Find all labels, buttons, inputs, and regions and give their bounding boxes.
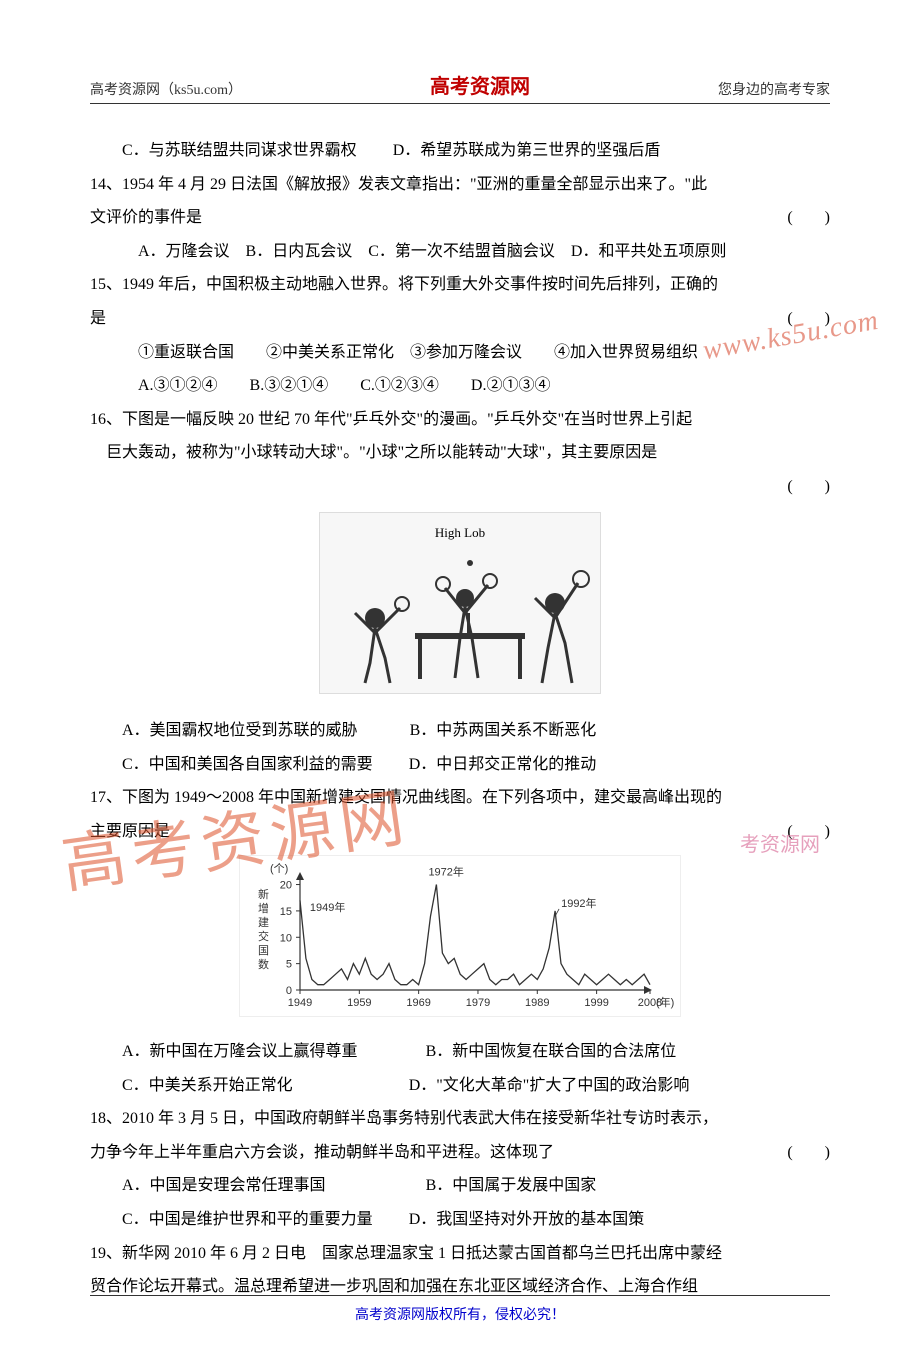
cartoon-svg-icon xyxy=(320,543,600,693)
header-center-logo: 高考资源网 xyxy=(242,70,718,99)
q17-stem-a: 17、下图为 1949～2008 年中国新增建交国情况曲线图。在下列各项中，建交… xyxy=(90,781,830,815)
svg-text:1979: 1979 xyxy=(466,997,490,1009)
q15-stem-b-row: 是 ( ) xyxy=(90,302,830,336)
q17-cd-row: C．中美关系开始正常化 D．"文化大革命"扩大了中国的政治影响 xyxy=(90,1069,830,1103)
q14-opts: A．万隆会议 B．日内瓦会议 C．第一次不结盟首脑会议 D．和平共处五项原则 xyxy=(90,235,830,269)
q15-opts: A.③①②④ B.③②①④ C.①②③④ D.②①③④ xyxy=(90,369,830,403)
svg-text:交: 交 xyxy=(258,929,269,943)
q18-paren: ( ) xyxy=(787,1136,830,1170)
q18-b: B．中国属于发展中国家 xyxy=(426,1177,597,1194)
svg-text:0: 0 xyxy=(286,985,292,997)
q18-stem-b: 力争今年上半年重启六方会谈，推动朝鲜半岛和平进程。这体现了 xyxy=(90,1136,554,1170)
q16-a: A．美国霸权地位受到苏联的威胁 xyxy=(122,722,358,739)
q18-a: A．中国是安理会常任理事国 xyxy=(122,1177,326,1194)
svg-text:新: 新 xyxy=(258,887,269,901)
svg-text:1992年: 1992年 xyxy=(561,895,596,909)
svg-text:15: 15 xyxy=(280,905,292,917)
header-right: 您身边的高考专家 xyxy=(718,79,830,99)
q16-cd-row: C．中国和美国各自国家利益的需要 D．中日邦交正常化的推动 xyxy=(90,748,830,782)
svg-text:1949年: 1949年 xyxy=(310,899,345,913)
q16-paren-row: ( ) xyxy=(90,470,830,504)
svg-text:1989: 1989 xyxy=(525,997,549,1009)
q18-cd-row: C．中国是维护世界和平的重要力量 D．我国坚持对外开放的基本国策 xyxy=(90,1203,830,1237)
svg-text:20: 20 xyxy=(280,879,292,891)
q17-c: C．中美关系开始正常化 xyxy=(122,1077,293,1094)
q16-cartoon-wrap: High Lob xyxy=(90,512,830,707)
document-body: C．与苏联结盟共同谋求世界霸权 D．希望苏联成为第三世界的坚强后盾 14、195… xyxy=(90,134,830,1304)
q17-ab-row: A．新中国在万隆会议上赢得尊重 B．新中国恢复在联合国的合法席位 xyxy=(90,1035,830,1069)
q19-stem-a: 19、新华网 2010 年 6 月 2 日电 国家总理温家宝 1 日抵达蒙古国首… xyxy=(90,1237,830,1271)
svg-text:建: 建 xyxy=(258,915,269,929)
q18-stem-b-row: 力争今年上半年重启六方会谈，推动朝鲜半岛和平进程。这体现了 ( ) xyxy=(90,1136,830,1170)
q15-items: ①重返联合国 ②中美关系正常化 ③参加万隆会议 ④加入世界贸易组织 xyxy=(90,336,830,370)
q16-stem-a: 16、下图是一幅反映 20 世纪 70 年代"乒乓外交"的漫画。"乒乓外交"在当… xyxy=(90,403,830,437)
svg-text:5: 5 xyxy=(286,958,292,970)
svg-text:1949: 1949 xyxy=(288,997,312,1009)
q16-stem-b: 巨大轰动，被称为"小球转动大球"。"小球"之所以能转动"大球"，其主要原因是 xyxy=(90,436,830,470)
q14-stem-b-row: 文评价的事件是 ( ) xyxy=(90,201,830,235)
svg-text:10: 10 xyxy=(280,932,292,944)
q13-opt-cd: C．与苏联结盟共同谋求世界霸权 D．希望苏联成为第三世界的坚强后盾 xyxy=(90,134,830,168)
q18-stem-a: 18、2010 年 3 月 5 日，中国政府朝鲜半岛事务特别代表武大伟在接受新华… xyxy=(90,1102,830,1136)
header-left: 高考资源网（ks5u.com） xyxy=(90,79,242,99)
svg-text:增: 增 xyxy=(258,901,269,915)
q16-ab-row: A．美国霸权地位受到苏联的威胁 B．中苏两国关系不断恶化 xyxy=(90,714,830,748)
page-footer: 高考资源网版权所有，侵权必究！ xyxy=(90,1295,830,1324)
svg-text:1969: 1969 xyxy=(406,997,430,1009)
q17-b: B．新中国恢复在联合国的合法席位 xyxy=(426,1043,677,1060)
q13-d: D．希望苏联成为第三世界的坚强后盾 xyxy=(393,142,661,159)
q17-d: D．"文化大革命"扩大了中国的政治影响 xyxy=(409,1077,690,1094)
svg-text:(年): (年) xyxy=(656,995,674,1009)
q17-chart-wrap: 051015201949195919691979198919992008(年)(… xyxy=(90,855,830,1030)
svg-text:1959: 1959 xyxy=(347,997,371,1009)
svg-text:(个): (个) xyxy=(270,862,288,875)
q15-stem-b: 是 xyxy=(90,302,106,336)
svg-text:国: 国 xyxy=(258,944,269,957)
q16-paren: ( ) xyxy=(787,470,830,504)
q17-stem-b: 主要原因是 xyxy=(90,815,170,849)
q16-d: D．中日邦交正常化的推动 xyxy=(409,756,597,773)
q17-paren: ( ) xyxy=(787,815,830,849)
q14-paren: ( ) xyxy=(787,201,830,235)
q16-c: C．中国和美国各自国家利益的需要 xyxy=(122,756,373,773)
q17-stem-b-row: 主要原因是 ( ) xyxy=(90,815,830,849)
q14-stem-b: 文评价的事件是 xyxy=(90,201,202,235)
q17-a: A．新中国在万隆会议上赢得尊重 xyxy=(122,1043,358,1060)
page-header: 高考资源网（ks5u.com） 高考资源网 您身边的高考专家 xyxy=(90,70,830,104)
q16-b: B．中苏两国关系不断恶化 xyxy=(410,722,597,739)
svg-text:1972年: 1972年 xyxy=(428,864,463,878)
q15-stem-a: 15、1949 年后，中国积极主动地融入世界。将下列重大外交事件按时间先后排列，… xyxy=(90,268,830,302)
svg-text:1999: 1999 xyxy=(584,997,608,1009)
q15-paren: ( ) xyxy=(787,302,830,336)
q18-d: D．我国坚持对外开放的基本国策 xyxy=(409,1211,645,1228)
q18-ab-row: A．中国是安理会常任理事国 B．中国属于发展中国家 xyxy=(90,1169,830,1203)
q14-stem-a: 14、1954 年 4 月 29 日法国《解放报》发表文章指出："亚洲的重量全部… xyxy=(90,168,830,202)
q16-cartoon: High Lob xyxy=(319,512,601,694)
q13-c: C．与苏联结盟共同谋求世界霸权 xyxy=(122,142,357,159)
q18-c: C．中国是维护世界和平的重要力量 xyxy=(122,1211,373,1228)
q17-chart: 051015201949195919691979198919992008(年)(… xyxy=(239,855,681,1017)
svg-text:数: 数 xyxy=(258,958,269,971)
